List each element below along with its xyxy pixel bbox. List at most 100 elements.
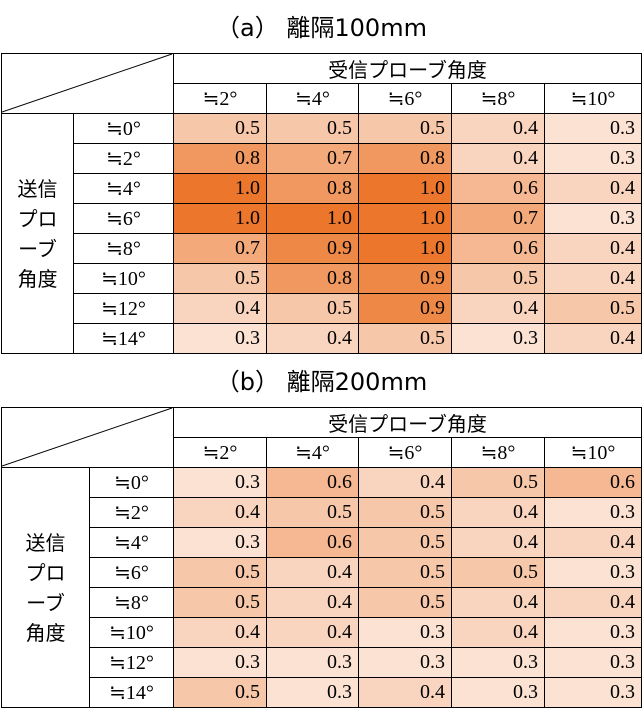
- value-cell: 0.3: [543, 557, 643, 588]
- value-cell: 1.0: [358, 233, 452, 264]
- value-cell: 0.4: [543, 323, 643, 354]
- value-cell: 0.5: [266, 293, 359, 324]
- value-cell: 0.5: [451, 263, 545, 294]
- value-cell: 0.4: [543, 233, 643, 264]
- column-label: ≒4°: [266, 83, 359, 114]
- value-cell: 0.6: [543, 467, 643, 498]
- corner-cell: [1, 407, 174, 468]
- data-row: 送信プローブ角度 ≒0° 0.5 0.5 0.5 0.4 0.3: [1, 113, 643, 354]
- value-cell: 0.5: [451, 467, 545, 498]
- value-cell: 0.5: [173, 113, 267, 144]
- value-cell: 1.0: [173, 173, 267, 204]
- diagonal: [2, 408, 173, 467]
- value-cell: 0.3: [266, 677, 359, 708]
- value-cell: 0.3: [173, 647, 267, 678]
- value-cell: 0.3: [173, 467, 267, 498]
- value-cell: 0.3: [543, 677, 643, 708]
- value-cell: 0.5: [358, 557, 452, 588]
- row-label: ≒4°: [89, 527, 174, 558]
- value-cell: 0.7: [173, 233, 267, 264]
- row-label: ≒14°: [73, 323, 174, 354]
- data-row: ≒8° 0.7 0.9 1.0 0.6 0.4: [2, 233, 643, 264]
- data-row: ≒10° 0.4 0.4 0.3 0.4 0.3: [2, 617, 643, 648]
- value-cell: 0.4: [358, 467, 452, 498]
- data-row: ≒4° 0.3 0.6 0.5 0.4 0.4: [2, 527, 643, 558]
- column-label: ≒2°: [173, 437, 267, 468]
- corner-cell: [1, 53, 174, 114]
- value-cell: 0.5: [451, 557, 545, 588]
- value-cell: 0.4: [173, 617, 267, 648]
- value-cell: 0.5: [543, 293, 643, 324]
- value-cell: 1.0: [358, 173, 452, 204]
- value-cell: 0.3: [451, 647, 545, 678]
- value-cell: 0.4: [451, 113, 545, 144]
- row-label: ≒10°: [73, 263, 174, 294]
- header-row: ≒2° ≒4° ≒6° ≒8° ≒10°: [2, 437, 643, 468]
- value-cell: 0.3: [543, 113, 643, 144]
- value-cell: 0.8: [266, 263, 359, 294]
- data-row: ≒12° 0.4 0.5 0.9 0.4 0.5: [2, 293, 643, 324]
- value-cell: 0.5: [266, 497, 359, 528]
- value-cell: 0.5: [358, 497, 452, 528]
- data-row: ≒14° 0.5 0.3 0.4 0.3 0.3: [2, 677, 643, 708]
- row-label: ≒0°: [89, 467, 174, 498]
- column-label: ≒10°: [543, 83, 643, 114]
- value-cell: 0.3: [543, 143, 643, 174]
- value-cell: 0.4: [358, 677, 452, 708]
- value-cell: 0.5: [266, 113, 359, 144]
- value-cell: 1.0: [266, 203, 359, 234]
- value-cell: 0.4: [266, 323, 359, 354]
- value-cell: 0.3: [173, 527, 267, 558]
- data-row: ≒10° 0.5 0.8 0.9 0.5 0.4: [2, 263, 643, 294]
- row-label: ≒8°: [89, 587, 174, 618]
- row-label: ≒4°: [73, 173, 174, 204]
- column-header: 受信プローブ角度: [172, 407, 643, 438]
- column-label: ≒10°: [543, 437, 643, 468]
- column-header: 受信プローブ角度: [172, 53, 643, 84]
- data-row: ≒14° 0.3 0.4 0.5 0.3 0.4: [2, 323, 643, 354]
- value-cell: 0.5: [173, 557, 267, 588]
- row-label: ≒12°: [73, 293, 174, 324]
- value-cell: 0.5: [358, 323, 452, 354]
- row-header: 送信プローブ角度: [1, 467, 90, 708]
- value-cell: 0.4: [543, 173, 643, 204]
- value-cell: 0.3: [451, 677, 545, 708]
- value-cell: 0.4: [451, 617, 545, 648]
- column-label: ≒6°: [358, 83, 452, 114]
- row-label: ≒8°: [73, 233, 174, 264]
- value-cell: 0.6: [266, 467, 359, 498]
- data-row: ≒6° 1.0 1.0 1.0 0.7 0.3: [2, 203, 643, 234]
- value-cell: 0.4: [451, 527, 545, 558]
- row-label: ≒0°: [73, 113, 174, 144]
- data-row: ≒12° 0.3 0.3 0.3 0.3 0.3: [2, 647, 643, 678]
- value-cell: 0.6: [451, 173, 545, 204]
- value-cell: 1.0: [173, 203, 267, 234]
- data-row: ≒4° 1.0 0.8 1.0 0.6 0.4: [2, 173, 643, 204]
- value-cell: 0.4: [543, 527, 643, 558]
- data-row: ≒6° 0.5 0.4 0.5 0.5 0.3: [2, 557, 643, 588]
- value-cell: 0.4: [451, 587, 545, 618]
- value-cell: 0.4: [173, 293, 267, 324]
- row-label: ≒12°: [89, 647, 174, 678]
- value-cell: 0.4: [543, 587, 643, 618]
- value-cell: 1.0: [358, 203, 452, 234]
- value-cell: 0.4: [451, 497, 545, 528]
- row-label: ≒14°: [89, 677, 174, 708]
- column-label: ≒8°: [451, 83, 545, 114]
- value-cell: 0.9: [358, 263, 452, 294]
- value-cell: 0.4: [451, 293, 545, 324]
- value-cell: 0.8: [266, 173, 359, 204]
- value-cell: 0.4: [173, 497, 267, 528]
- value-cell: 0.3: [543, 497, 643, 528]
- value-cell: 0.5: [358, 587, 452, 618]
- data-table: 受信プローブ角度 ≒2° ≒4° ≒6° ≒8° ≒10° 送信プローブ角度 ≒0° 0.3 0.…: [1, 407, 643, 708]
- value-cell: 0.3: [358, 617, 452, 648]
- header-row: 受信プローブ角度: [1, 407, 643, 468]
- value-cell: 0.5: [358, 113, 452, 144]
- header-row: 受信プローブ角度: [1, 53, 643, 114]
- value-cell: 0.5: [173, 263, 267, 294]
- data-row: 送信プローブ角度 ≒0° 0.3 0.6 0.4 0.5 0.6: [1, 467, 643, 708]
- data-row: ≒2° 0.4 0.5 0.5 0.4 0.3: [2, 497, 643, 528]
- value-cell: 0.3: [543, 647, 643, 678]
